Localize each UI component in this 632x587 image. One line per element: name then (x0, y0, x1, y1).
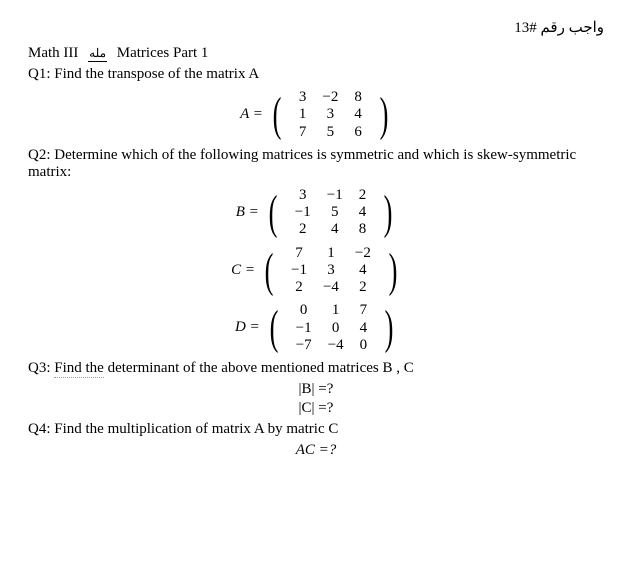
q4-eq: AC =? (28, 442, 604, 459)
matrix-cell: 7 (352, 302, 376, 319)
matrix-cell: 3 (315, 262, 347, 279)
course-left: Math III (28, 45, 78, 61)
matrix-cell: 4 (352, 320, 376, 337)
rparen-icon: ) (384, 196, 393, 230)
matrix-cell: 2 (287, 221, 319, 238)
matrix-cell: 5 (314, 124, 346, 141)
matrix-cell: 4 (347, 262, 379, 279)
matrix-cell: 2 (347, 279, 379, 296)
course-mid-arabic: مله (88, 46, 107, 62)
lparen-icon: ( (269, 311, 278, 345)
matrix-cell: 2 (351, 187, 375, 204)
q3-eq-c: |C| =? (28, 400, 604, 417)
matrix-cell: −1 (288, 320, 320, 337)
matrix-a: 3−28134756 (291, 89, 370, 141)
matrix-cell: 4 (346, 106, 370, 123)
q2-c-label: C = (231, 261, 255, 281)
q2-b-label: B = (236, 203, 259, 223)
matrix-cell: −4 (315, 279, 347, 296)
matrix-cell: 3 (287, 187, 319, 204)
matrix-cell: 8 (346, 89, 370, 106)
matrix-cell: 6 (346, 124, 370, 141)
matrix-cell: −2 (347, 245, 379, 262)
matrix-cell: 7 (283, 245, 315, 262)
matrix-cell: −2 (314, 89, 346, 106)
matrix-cell: 0 (288, 302, 320, 319)
q4-text: Q4: Find the multiplication of matrix A … (28, 421, 604, 438)
matrix-cell: −1 (283, 262, 315, 279)
rparen-icon: ) (385, 311, 394, 345)
matrix-b: 3−12−154248 (287, 187, 374, 239)
q2-matrix-c: C = ( 71−2−1342−42 ) (28, 245, 604, 297)
matrix-cell: 0 (320, 320, 352, 337)
q3-eq-b: |B| =? (28, 381, 604, 398)
matrix-cell: 4 (319, 221, 351, 238)
q2-matrix-b: B = ( 3−12−154248 ) (28, 187, 604, 239)
matrix-cell: −1 (287, 204, 319, 221)
rparen-icon: ) (388, 254, 397, 288)
matrix-cell: −1 (319, 187, 351, 204)
matrix-cell: 8 (351, 221, 375, 238)
q3-underlined: Find the (54, 360, 104, 378)
q3-prefix: Q3: (28, 360, 54, 376)
q1-text: Q1: Find the transpose of the matrix A (28, 66, 604, 83)
course-line: Math III مله Matrices Part 1 (28, 45, 604, 62)
q2-d-label: D = (235, 318, 260, 338)
header-arabic: واجب رقم #13 (28, 18, 604, 37)
q2-text: Q2: Determine which of the following mat… (28, 147, 604, 181)
lparen-icon: ( (268, 196, 277, 230)
matrix-cell: 3 (314, 106, 346, 123)
matrix-cell: 1 (320, 302, 352, 319)
matrix-cell: 1 (291, 106, 315, 123)
lparen-icon: ( (265, 254, 274, 288)
q4-eq-text: AC =? (296, 442, 337, 458)
matrix-cell: 4 (351, 204, 375, 221)
matrix-cell: 1 (315, 245, 347, 262)
matrix-cell: 0 (352, 337, 376, 354)
course-right: Matrices Part 1 (117, 45, 209, 61)
matrix-d: 017−104−7−40 (288, 302, 375, 354)
lparen-icon: ( (273, 98, 282, 132)
q1-matrix: A = ( 3−28134756 ) (28, 89, 604, 141)
q2-matrix-d: D = ( 017−104−7−40 ) (28, 302, 604, 354)
matrix-cell: −7 (288, 337, 320, 354)
matrix-cell: −4 (320, 337, 352, 354)
matrix-c: 71−2−1342−42 (283, 245, 379, 297)
matrix-cell: 5 (319, 204, 351, 221)
matrix-cell: 3 (291, 89, 315, 106)
q3-text: Q3: Find the determinant of the above me… (28, 360, 604, 377)
q1-label: A = (240, 105, 263, 125)
rparen-icon: ) (379, 98, 388, 132)
matrix-cell: 2 (283, 279, 315, 296)
q3-suffix: determinant of the above mentioned matri… (104, 360, 414, 376)
matrix-cell: 7 (291, 124, 315, 141)
